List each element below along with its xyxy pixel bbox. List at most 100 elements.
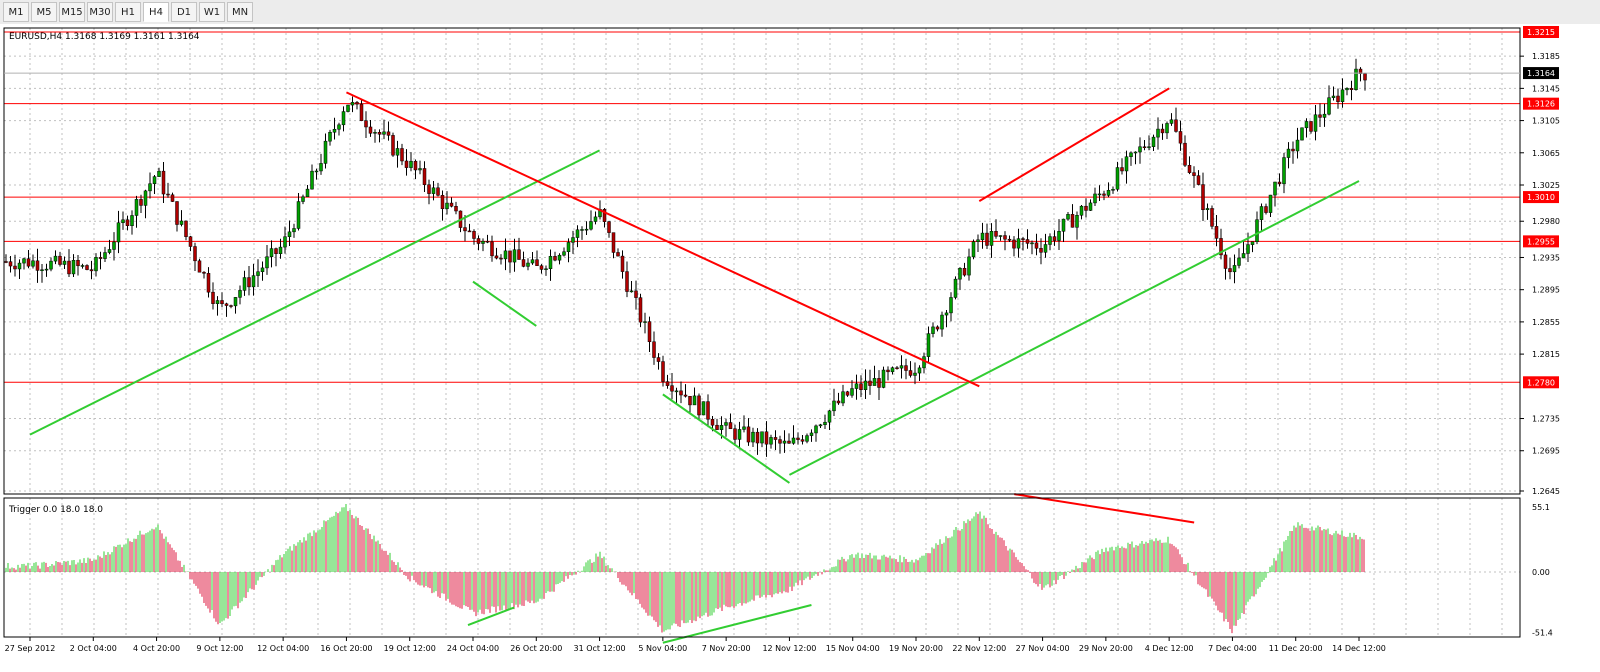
tab-m15[interactable]: M15 — [59, 2, 85, 22]
candle-bear — [656, 357, 661, 362]
price-tick-label: 1.2935 — [1532, 253, 1560, 262]
price-tick-label: 1.2815 — [1532, 350, 1560, 359]
tab-h4[interactable]: H4 — [143, 2, 169, 22]
price-tick-label: 1.3025 — [1532, 181, 1560, 190]
candle-bear — [886, 369, 890, 373]
tab-m30[interactable]: M30 — [87, 2, 113, 22]
candle-bull — [1030, 242, 1034, 245]
candle-bear — [1196, 175, 1201, 185]
candle-bear — [229, 305, 233, 307]
candle-bull — [44, 268, 49, 271]
candle-bear — [175, 201, 179, 225]
trendline-resistance — [346, 91, 980, 388]
osc-tick-label: 55.1 — [1532, 503, 1550, 512]
candle-bear — [638, 297, 643, 323]
candle-bear — [539, 265, 544, 270]
candle-bear — [706, 401, 710, 420]
candle-bull — [179, 220, 184, 225]
candle-bear — [499, 257, 503, 260]
candle-bear — [908, 370, 913, 376]
candle-bear — [1291, 148, 1295, 152]
candle-bear — [1174, 119, 1178, 132]
candle-bear — [436, 187, 440, 196]
candle-bull — [445, 202, 449, 210]
tab-m5[interactable]: M5 — [31, 2, 57, 22]
candle-bull — [1079, 205, 1084, 216]
candle-bull — [418, 168, 422, 171]
candle-bear — [188, 236, 193, 247]
price-tick-label: 1.2980 — [1532, 217, 1560, 226]
candle-bull — [557, 254, 562, 261]
candle-bull — [913, 372, 917, 376]
candle-bull — [629, 290, 634, 293]
candle-bear — [733, 428, 737, 440]
tab-w1[interactable]: W1 — [199, 2, 225, 22]
candle-bull — [1147, 146, 1151, 148]
candle-bull — [566, 242, 571, 252]
candle-bull — [314, 170, 319, 173]
candle-bull — [818, 424, 823, 427]
time-tick-label: 7 Dec 04:00 — [1208, 644, 1257, 653]
candle-bull — [674, 390, 679, 393]
candle-bear — [494, 255, 499, 259]
candle-bull — [1097, 193, 1102, 196]
trendline-support — [662, 393, 791, 484]
candle-bull — [832, 400, 836, 412]
tab-mn[interactable]: MN — [227, 2, 253, 22]
candle-bear — [1102, 193, 1106, 196]
level-label: 1.2955 — [1527, 237, 1555, 246]
price-tick-label: 1.3145 — [1532, 84, 1560, 93]
candle-bull — [1111, 188, 1115, 191]
candle-bear — [796, 437, 800, 440]
candle-bear — [935, 326, 940, 330]
candle-bull — [881, 369, 886, 388]
candle-bear — [679, 390, 683, 396]
trendline-resistance — [978, 87, 1170, 202]
candle-bear — [1142, 146, 1147, 148]
candle-bear — [845, 391, 850, 396]
candle-bull — [967, 256, 971, 276]
candle-bull — [287, 231, 292, 237]
candle-bull — [823, 421, 827, 426]
candle-bear — [8, 261, 13, 267]
candle-bull — [332, 128, 337, 133]
candle-bear — [206, 273, 211, 293]
candle-bull — [998, 235, 1003, 237]
candle-bear — [1039, 248, 1043, 253]
candle-bear — [1214, 226, 1219, 239]
candle-bull — [157, 170, 161, 177]
candle-bull — [278, 246, 283, 254]
trendline-support — [788, 180, 1360, 476]
tab-m1[interactable]: M1 — [3, 2, 29, 22]
candle-bull — [1327, 97, 1331, 115]
time-tick-label: 19 Oct 12:00 — [384, 644, 436, 653]
candle-bear — [521, 259, 526, 267]
candle-bull — [251, 275, 256, 288]
candle-bear — [607, 221, 611, 233]
candle-bear — [836, 400, 841, 404]
trendlines — [29, 87, 1360, 484]
candle-bull — [1286, 148, 1291, 158]
level-label: 1.3010 — [1527, 193, 1555, 202]
candle-bear — [13, 265, 17, 270]
candle-bull — [301, 196, 305, 202]
candle-bear — [1210, 208, 1214, 227]
candle-bull — [724, 422, 728, 426]
tab-d1[interactable]: D1 — [171, 2, 197, 22]
candle-bear — [787, 440, 791, 444]
candle-bear — [35, 260, 40, 271]
candle-bear — [391, 135, 395, 156]
candle-bear — [166, 193, 170, 196]
level-tag — [1523, 97, 1559, 110]
candle-bull — [319, 163, 323, 172]
candle-bear — [508, 250, 512, 263]
candle-bear — [904, 365, 908, 371]
candle-bull — [1151, 136, 1156, 147]
candle-bull — [242, 277, 247, 291]
tab-h1[interactable]: H1 — [115, 2, 141, 22]
candle-bear — [170, 194, 175, 202]
candle-bear — [1183, 142, 1187, 166]
candle-bear — [670, 385, 674, 392]
candle-bull — [976, 239, 980, 242]
candle-bull — [1322, 113, 1327, 118]
